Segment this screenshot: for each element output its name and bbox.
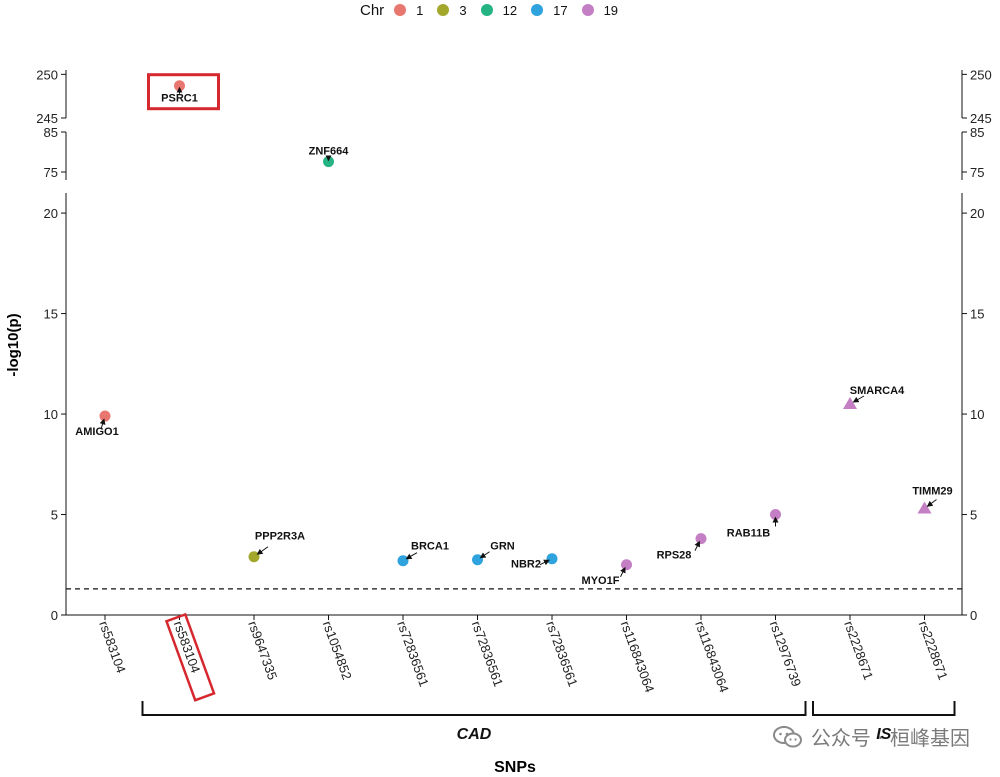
watermark: 公众号 · 桓峰基因 xyxy=(772,722,970,751)
point-label-smarca4: SMARCA4 xyxy=(850,385,905,397)
y-tick-label-left: 20 xyxy=(44,206,58,221)
y-tick-label-right: 75 xyxy=(970,165,984,180)
y-tick-label-left: 250 xyxy=(36,67,58,82)
point-label-brca1: BRCA1 xyxy=(411,541,449,553)
point-rps28 xyxy=(695,533,707,545)
legend-title: Chr xyxy=(360,1,385,19)
legend-label: 17 xyxy=(553,2,568,18)
point-nbr2 xyxy=(546,553,558,565)
y-tick-label-right: 85 xyxy=(970,125,984,140)
x-axis-title: SNPs xyxy=(494,759,536,776)
legend-swatch xyxy=(480,4,493,16)
point-label-arrow xyxy=(256,546,269,555)
labels-layer: AMIGO1 PSRC1 PPP2R3A ZNF664 BRCA1 GRN NBR2 MYO1… xyxy=(75,73,953,587)
watermark-text: 公众号 · 桓峰基因 xyxy=(810,726,970,750)
point-label-arrow xyxy=(479,551,490,559)
legend-swatch xyxy=(531,4,544,16)
legend: Chr 1 3 12 17 19 xyxy=(360,0,632,20)
point-label-rab11b: RAB11B xyxy=(727,528,770,540)
point-label-psrc1: PSRC1 xyxy=(161,93,198,105)
point-grn xyxy=(472,554,483,566)
legend-label: 19 xyxy=(603,2,619,18)
x-tick-label: rs116843064 xyxy=(692,619,732,695)
legend-label: 1 xyxy=(416,2,424,18)
group-label-cad: CAD xyxy=(457,726,492,743)
point-label-arrow xyxy=(539,559,550,566)
legend-label: 12 xyxy=(502,2,518,18)
point-label-timm29: TIMM29 xyxy=(912,485,952,497)
point-myo1f xyxy=(621,559,632,571)
y-tick-label-right: 20 xyxy=(970,206,984,221)
group-bracket-cad xyxy=(141,701,807,716)
point-smarca4 xyxy=(843,397,857,409)
wechat-icon xyxy=(772,725,802,747)
point-label-ppp2r3a: PPP2R3A xyxy=(255,531,305,543)
point-label-amigo1: AMIGO1 xyxy=(75,426,118,438)
point-label-myo1f: MYO1F xyxy=(582,575,620,587)
point-label-nbr2: NBR2 xyxy=(511,559,541,571)
x-tick-label: rs583104 xyxy=(96,619,129,675)
y-tick-label-left: 5 xyxy=(51,508,58,523)
y-tick-label-right: 245 xyxy=(970,111,992,126)
x-tick-label: rs2228671 xyxy=(841,619,876,682)
point-label-arrow xyxy=(852,395,865,403)
legend-swatch xyxy=(437,4,450,16)
point-brca1 xyxy=(397,555,409,567)
point-label-arrow xyxy=(405,552,418,560)
y-tick-label-left: 75 xyxy=(44,165,58,180)
point-ppp2r3a xyxy=(248,551,260,563)
x-tick-label: rs72836561 xyxy=(469,619,507,689)
y-tick-label-right: 0 xyxy=(970,608,977,623)
y-tick-label-left: 0 xyxy=(51,608,58,623)
x-tick-label: rs72836561 xyxy=(543,619,581,689)
legend-item-chr19: 19 xyxy=(581,2,619,18)
point-label-arrow xyxy=(694,540,700,551)
x-tick-label: rs9647335 xyxy=(245,619,280,682)
point-label-rps28: RPS28 xyxy=(657,550,692,562)
y-tick-label-right: 5 xyxy=(970,508,977,523)
y-tick-label-left: 15 xyxy=(44,307,58,322)
legend-item-chr17: 17 xyxy=(531,2,568,18)
legend-item-chr1: 1 xyxy=(394,3,423,18)
x-tick-label: rs116843064 xyxy=(618,619,658,695)
y-axis-title: -log10(p) xyxy=(5,313,22,376)
y-tick-label-left: 245 xyxy=(36,111,58,126)
legend-item-chr12: 12 xyxy=(480,2,518,18)
x-tick-highlight-box xyxy=(164,612,216,702)
x-tick-label: rs72836561 xyxy=(394,619,432,689)
point-label-arrow xyxy=(926,499,937,507)
y-tick-label-right: 250 xyxy=(970,67,992,82)
gene-highlight-box xyxy=(147,73,220,111)
point-amigo1 xyxy=(99,410,111,422)
point-timm29 xyxy=(917,501,932,514)
x-tick-label: rs12976739 xyxy=(767,619,805,689)
legend-item-chr3: 3 xyxy=(437,2,467,18)
y-tick-label-right: 10 xyxy=(970,407,984,422)
legend-label: 3 xyxy=(459,2,467,18)
point-label-znf664: ZNF664 xyxy=(309,146,350,158)
group-bracket-is xyxy=(812,701,956,716)
legend-swatch xyxy=(581,4,594,16)
y-tick-label-left: 85 xyxy=(44,125,58,140)
point-label-grn: GRN xyxy=(490,541,515,553)
x-tick-label: rs1054852 xyxy=(320,619,355,682)
y-tick-label-right: 15 xyxy=(970,307,984,322)
y-tick-label-left: 10 xyxy=(44,407,58,422)
marks-layer xyxy=(99,80,932,571)
point-label-arrow xyxy=(99,418,106,430)
x-tick-label: rs2228671 xyxy=(916,619,951,682)
legend-swatch xyxy=(394,4,407,16)
group-label-is: IS xyxy=(876,726,891,743)
point-label-arrow xyxy=(620,566,626,577)
